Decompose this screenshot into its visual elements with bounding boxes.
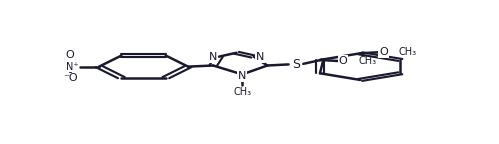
Text: N⁺: N⁺ [66,62,78,72]
Text: N: N [238,71,247,81]
Text: ⁻O: ⁻O [63,73,77,83]
Text: CH₃: CH₃ [359,56,377,66]
Text: O: O [339,56,347,66]
Text: CH₃: CH₃ [399,47,417,57]
Text: O: O [379,47,388,57]
Text: O: O [66,50,74,60]
Text: N: N [209,52,218,62]
Text: S: S [292,58,300,71]
Text: N: N [255,52,264,62]
Text: CH₃: CH₃ [233,87,251,97]
